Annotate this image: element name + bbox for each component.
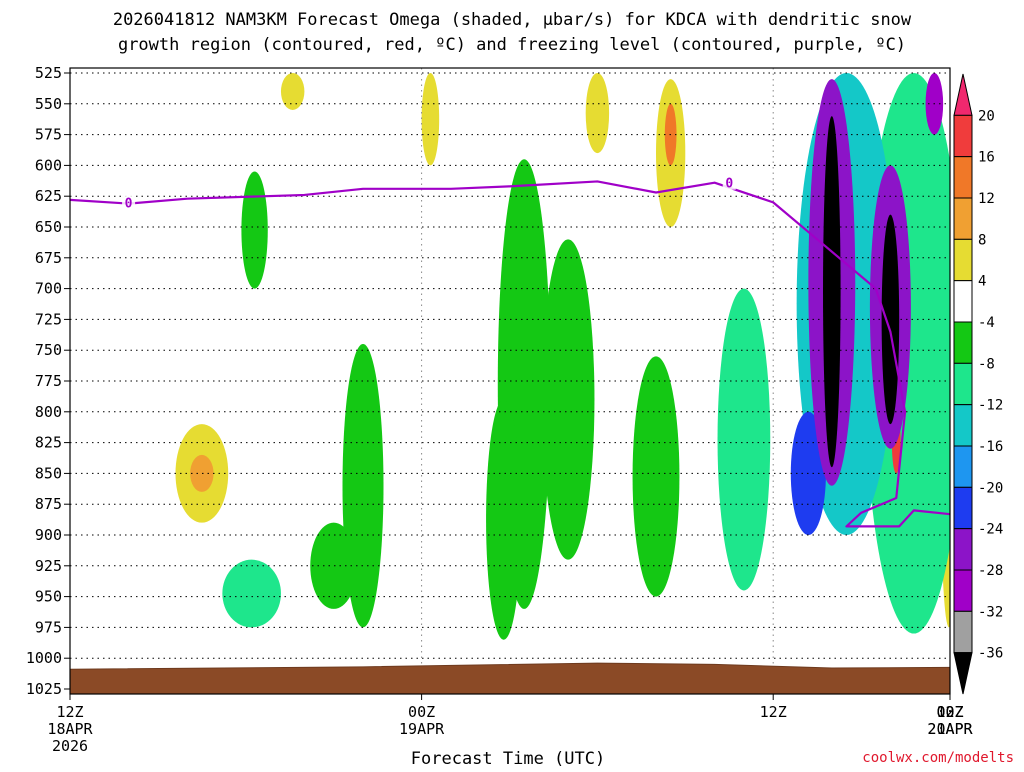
dgz-contour	[993, 73, 1024, 375]
y-tick-label: 800	[35, 403, 62, 421]
chart-title-line-1: 2026041812 NAM3KM Forecast Omega (shaded…	[113, 10, 912, 30]
x-tick-label: 21APR	[927, 720, 973, 738]
x-tick-label: 12Z	[760, 703, 787, 721]
colorbar-swatch	[953, 404, 973, 447]
colorbar-label: -8	[978, 356, 995, 372]
freezing-level-label: 0	[125, 196, 133, 211]
colorbar-swatch	[953, 321, 973, 364]
colorbar-label: -12	[978, 398, 1003, 414]
y-tick-label: 650	[35, 218, 62, 236]
omega-cell	[280, 73, 305, 110]
colorbar-swatch	[953, 569, 973, 612]
surface-terrain	[70, 662, 950, 694]
omega-cell	[717, 288, 771, 591]
colorbar: 20 16 12 8 4 -4 -8 -12 -16 -20 -24 -28 -32 -36	[953, 73, 1003, 695]
colorbar-label: -4	[978, 315, 995, 331]
colorbar-swatch	[953, 528, 973, 571]
x-tick-label: 18APR	[47, 720, 93, 738]
colorbar-swatch	[953, 445, 973, 488]
y-tick-label: 625	[35, 187, 62, 205]
colorbar-swatch	[953, 362, 973, 406]
freezing-level-contour	[70, 180, 950, 528]
colorbar-label: 12	[978, 191, 995, 207]
colorbar-swatch	[953, 197, 973, 240]
freezing-level-label-bg	[722, 174, 736, 190]
y-tick-label: 525	[35, 64, 62, 82]
omega-cell	[486, 399, 522, 640]
omega-cell	[241, 171, 268, 289]
y-tick-label: 875	[35, 495, 62, 513]
freezing-level-label: 0	[725, 177, 733, 192]
colorbar-swatch	[953, 73, 973, 116]
colorbar-label: -28	[978, 563, 1003, 579]
terrain-surface	[70, 662, 950, 694]
colorbar-swatch	[953, 486, 973, 530]
omega-cell	[541, 239, 595, 560]
y-tick-label: 1000	[26, 649, 62, 667]
x-tick-label: 19APR	[399, 720, 445, 738]
y-tick-label: 775	[35, 372, 62, 390]
x-tick-label: 00Z	[408, 703, 435, 721]
y-tick-label: 750	[35, 341, 62, 359]
x-axis-label: Forecast Time (UTC)	[411, 749, 605, 768]
y-tick-label: 700	[35, 280, 62, 298]
colorbar-label: 20	[978, 108, 995, 124]
y-tick-label: 950	[35, 588, 62, 606]
x-tick-label: 00Z	[936, 703, 963, 721]
y-tick-label: 600	[35, 156, 62, 174]
colorbar-swatch	[953, 156, 973, 199]
colorbar-swatch	[953, 280, 973, 323]
x-tick-label: 00Z	[936, 703, 963, 721]
colorbar-label: -16	[978, 439, 1003, 455]
y-tick-label: 575	[35, 126, 62, 144]
omega-cell	[222, 559, 281, 628]
omega-cell	[823, 116, 841, 468]
colorbar-swatch	[953, 652, 973, 695]
colorbar-swatch	[953, 610, 973, 654]
y-tick-label: 725	[35, 310, 62, 328]
x-tick-label: 12Z	[936, 703, 963, 721]
credit-text: coolwx.com/modelts	[862, 750, 1014, 766]
colorbar-label: -24	[978, 522, 1003, 538]
y-tick-label: 925	[35, 557, 62, 575]
colorbar-label: -20	[978, 480, 1003, 496]
colorbar-label: -32	[978, 604, 1003, 620]
y-tick-label: 675	[35, 249, 62, 267]
y-tick-label: 550	[35, 95, 62, 113]
omega-cell	[310, 522, 358, 609]
x-tick-label: 12Z	[56, 703, 83, 721]
colorbar-swatch	[953, 114, 973, 158]
contours-group: 0000-12-12	[70, 73, 1024, 528]
y-tick-label: 975	[35, 618, 62, 636]
x-tick-label: 2026	[52, 737, 88, 755]
y-tick-label: 850	[35, 464, 62, 482]
x-tick-label: 20APR	[927, 720, 973, 738]
y-tick-label: 900	[35, 526, 62, 544]
y-axis: 525 550 575 600 625 650 675 700 725 750 775 800 825 8…	[26, 64, 70, 698]
omega-cell	[421, 73, 440, 166]
omega-cell	[585, 73, 610, 154]
colorbar-label: 4	[978, 274, 986, 290]
colorbar-label: 8	[978, 232, 986, 248]
colorbar-label: 16	[978, 150, 995, 166]
omega-cell	[632, 356, 680, 597]
colorbar-swatch	[953, 238, 973, 282]
omega-cell	[190, 454, 214, 492]
colorbar-label: -36	[978, 646, 1003, 662]
y-tick-label: 1025	[26, 680, 62, 698]
gridlines-group	[70, 68, 950, 694]
freezing-level-label-bg	[122, 194, 136, 210]
y-tick-label: 825	[35, 434, 62, 452]
chart-title-line-2: growth region (contoured, red, ºC) and f…	[118, 35, 906, 55]
